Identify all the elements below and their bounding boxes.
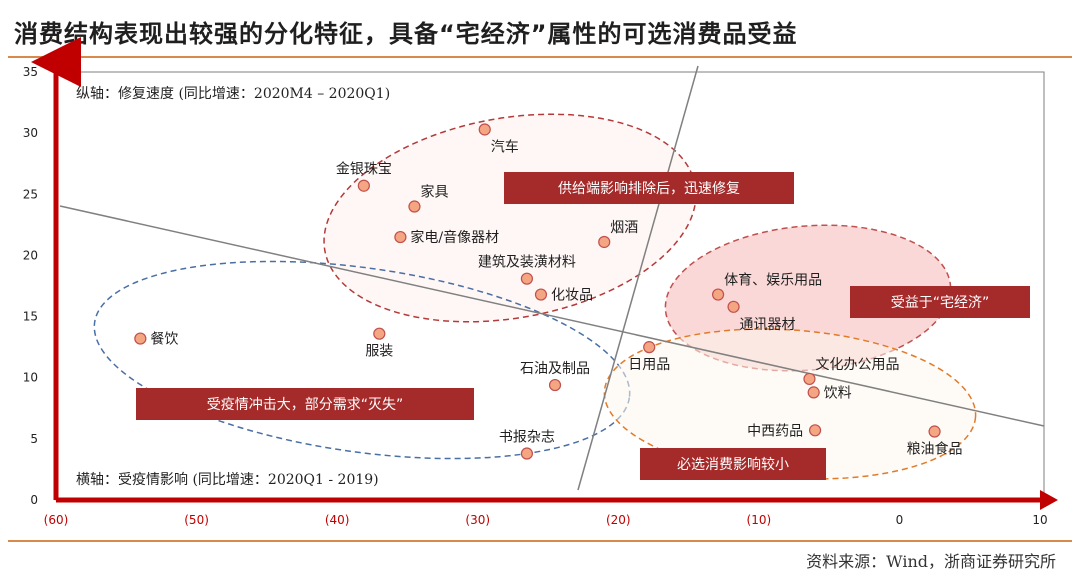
callout-box xyxy=(504,172,794,204)
x-tick-label: (60) xyxy=(44,513,69,527)
data-point xyxy=(520,447,534,460)
page-title: 消费结构表现出较强的分化特征，具备“宅经济”属性的可选消费品受益 xyxy=(14,20,798,48)
data-point xyxy=(807,386,820,399)
y-tick-label: 20 xyxy=(23,248,38,262)
cluster-ellipses xyxy=(93,113,977,480)
data-point xyxy=(803,372,816,386)
data-point-label: 金银珠宝 xyxy=(336,162,392,178)
data-point-label: 建筑及装潢材料 xyxy=(478,255,576,271)
x-axis-label: 横轴：受疫情影响 (同比增速：2020Q1 - 2019) xyxy=(76,472,379,488)
callout-fast-recovery: 供给端影响排除后，迅速修复 xyxy=(504,172,794,204)
data-point xyxy=(408,200,421,213)
callout-text: 供给端影响排除后，迅速修复 xyxy=(558,180,740,197)
y-tick-label: 10 xyxy=(23,371,38,385)
source-note: 资料来源：Wind，浙商证券研究所 xyxy=(806,552,1056,571)
data-point-label: 体育、娱乐用品 xyxy=(724,273,822,289)
data-point xyxy=(478,123,491,136)
callout-text: 受益于“宅经济” xyxy=(891,295,990,311)
data-point xyxy=(373,327,386,340)
data-point xyxy=(548,378,562,392)
scatter-chart: 纵轴：修复速度 (同比增速：2020M4 – 2020Q1) 横轴：受疫情影响 … xyxy=(23,37,1058,527)
title-divider xyxy=(8,56,1072,58)
footer-divider xyxy=(8,540,1072,542)
x-tick-label: (20) xyxy=(606,513,631,527)
data-point xyxy=(598,235,611,249)
x-tick-label: (30) xyxy=(465,513,490,527)
data-point xyxy=(808,424,822,437)
trend-line-steep xyxy=(577,65,699,491)
x-tick-label: 0 xyxy=(896,513,904,527)
data-point xyxy=(134,332,147,345)
data-point-label: 粮油食品 xyxy=(907,441,963,458)
y-tick-label: 30 xyxy=(23,126,38,140)
data-point-label: 化妆品 xyxy=(551,288,593,304)
data-point-label: 家具 xyxy=(420,184,448,201)
data-point-label: 日用品 xyxy=(628,357,670,373)
data-point-label: 书报杂志 xyxy=(499,430,555,446)
y-tick-label: 0 xyxy=(30,493,38,507)
data-point-label: 通讯器材 xyxy=(740,317,796,333)
trend-line-shallow xyxy=(59,205,1045,427)
callout-text: 受疫情冲击大，部分需求“灭失” xyxy=(207,397,404,413)
data-point xyxy=(520,272,534,285)
data-point xyxy=(643,341,656,354)
cluster-ellipse-fast-recovery xyxy=(323,113,697,323)
data-point-label: 文化办公用品 xyxy=(815,357,899,373)
x-tick-label: (10) xyxy=(747,513,772,527)
x-tick-label: (50) xyxy=(184,513,209,527)
data-point-label: 中西药品 xyxy=(747,423,803,439)
y-axis-label: 纵轴：修复速度 (同比增速：2020M4 – 2020Q1) xyxy=(76,85,390,102)
data-point-label: 家电/音像器材 xyxy=(410,229,499,246)
data-point xyxy=(534,288,548,301)
callout-box xyxy=(640,448,826,480)
y-tick-label: 15 xyxy=(23,310,38,324)
data-point-label: 石油及制品 xyxy=(520,361,590,377)
data-point xyxy=(357,179,370,192)
y-tick-label: 25 xyxy=(23,187,38,201)
y-tick-label: 5 xyxy=(30,432,38,446)
y-tick-label: 35 xyxy=(23,65,38,79)
callout-box xyxy=(850,286,1030,318)
callout-hard-hit: 受疫情冲击大，部分需求“灭失” xyxy=(136,388,474,420)
callout-staples: 必选消费影响较小 xyxy=(640,448,826,480)
data-point xyxy=(727,300,740,313)
data-point xyxy=(711,288,725,301)
data-point-label: 汽车 xyxy=(491,138,519,155)
data-point-label: 服装 xyxy=(365,344,393,360)
data-point-label: 饮料 xyxy=(824,385,852,401)
x-tick-labels: (60) (50) (40) (30) (20) (10) 0 10 xyxy=(44,513,1048,527)
callout-text: 必选消费影响较小 xyxy=(677,457,789,473)
x-tick-label: 10 xyxy=(1032,513,1047,527)
x-axis-arrowhead xyxy=(1040,490,1058,510)
data-point-label: 烟酒 xyxy=(610,220,638,236)
y-tick-labels: 0 5 10 15 20 25 30 35 xyxy=(23,65,38,507)
x-tick-label: (40) xyxy=(325,513,350,527)
data-point xyxy=(394,230,407,244)
data-point xyxy=(928,425,941,438)
callout-box xyxy=(136,388,474,420)
callout-stay-home: 受益于“宅经济” xyxy=(850,286,1030,318)
data-point-label: 餐饮 xyxy=(150,332,178,348)
